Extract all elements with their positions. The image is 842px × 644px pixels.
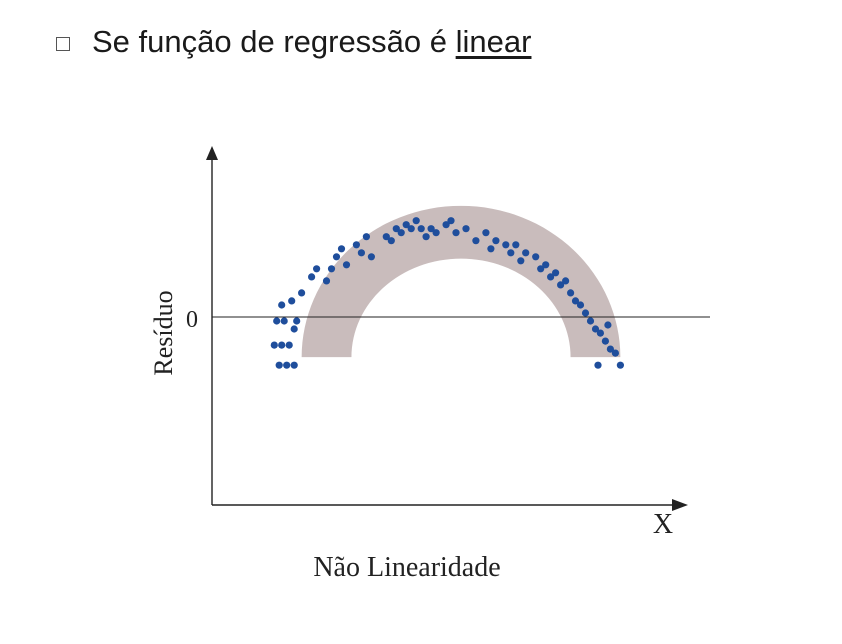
- data-point: [522, 249, 530, 257]
- x-axis-arrow-icon: [672, 499, 688, 511]
- data-point: [367, 253, 375, 261]
- data-point: [290, 325, 298, 333]
- data-point: [487, 245, 495, 253]
- data-point: [387, 237, 395, 245]
- data-point: [567, 289, 575, 297]
- data-points: [270, 217, 625, 369]
- data-point: [342, 261, 351, 269]
- data-point: [462, 225, 470, 233]
- data-point: [293, 317, 301, 325]
- data-point: [517, 257, 525, 265]
- data-point: [542, 261, 550, 269]
- data-point: [397, 229, 405, 237]
- data-point: [402, 221, 410, 229]
- data-point: [604, 321, 612, 329]
- data-point: [507, 249, 515, 257]
- data-point: [492, 237, 500, 245]
- data-point: [601, 337, 610, 345]
- data-point: [275, 361, 283, 369]
- data-point: [283, 361, 291, 369]
- data-point: [472, 237, 480, 245]
- data-point: [606, 345, 615, 353]
- data-point: [552, 269, 560, 277]
- data-point: [412, 217, 420, 225]
- data-point: [502, 241, 510, 249]
- data-point: [313, 265, 321, 273]
- data-point: [532, 253, 540, 261]
- residual-band: [301, 205, 621, 358]
- chart-caption: Não Linearidade: [313, 552, 500, 583]
- data-point: [273, 317, 281, 325]
- data-point: [382, 233, 390, 241]
- square-bullet-icon: [56, 37, 70, 51]
- data-point: [586, 317, 595, 325]
- data-point: [417, 225, 425, 233]
- data-point: [591, 325, 600, 333]
- bullet-text: Se função de regressão é linear: [92, 24, 531, 60]
- data-point: [482, 229, 490, 237]
- data-point: [407, 225, 415, 233]
- data-point: [278, 301, 286, 309]
- data-point: [576, 301, 585, 309]
- x-axis-label: X: [653, 509, 673, 540]
- data-point: [362, 233, 370, 241]
- data-point: [512, 241, 520, 249]
- data-point: [611, 349, 620, 357]
- data-point: [452, 229, 460, 237]
- data-point: [357, 249, 365, 257]
- y-axis-label: Resíduo: [149, 290, 178, 375]
- data-point: [298, 289, 306, 297]
- data-point: [547, 273, 555, 281]
- data-point: [571, 297, 580, 305]
- data-point: [288, 297, 296, 305]
- data-point: [557, 281, 565, 289]
- y-axis-arrow-icon: [206, 146, 218, 160]
- data-point: [422, 233, 430, 241]
- data-point: [447, 217, 455, 225]
- data-point: [285, 341, 293, 349]
- data-point: [581, 309, 590, 317]
- data-point: [327, 265, 336, 273]
- data-point: [270, 341, 278, 349]
- data-point: [537, 265, 545, 273]
- data-point: [442, 221, 450, 229]
- y-tick-label-zero: 0: [186, 307, 198, 333]
- data-point: [432, 229, 440, 237]
- data-point: [308, 273, 316, 281]
- data-point: [392, 225, 400, 233]
- bullet-text-prefix: Se função de regressão é: [92, 24, 456, 59]
- bullet-line: Se função de regressão é linear: [56, 24, 531, 60]
- data-point: [278, 341, 286, 349]
- data-point: [594, 361, 602, 369]
- data-point: [337, 245, 346, 253]
- data-point: [352, 241, 360, 249]
- data-point: [562, 277, 570, 285]
- data-point: [280, 317, 288, 325]
- data-point: [616, 361, 625, 369]
- bullet-text-emphasis: linear: [455, 24, 532, 59]
- data-point: [332, 253, 341, 261]
- data-point: [427, 225, 435, 233]
- data-point: [322, 277, 331, 285]
- data-point: [290, 361, 298, 369]
- data-point: [596, 329, 605, 337]
